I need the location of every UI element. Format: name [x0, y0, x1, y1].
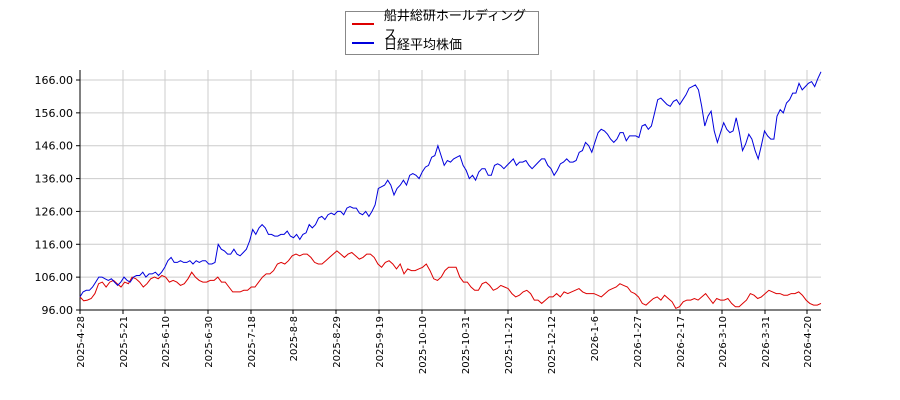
x-tick-label: 2025-8-29 [332, 316, 343, 368]
x-tick-label: 2026-1-6 [590, 316, 601, 361]
y-tick-label: 116.00 [35, 238, 74, 251]
x-tick-label: 2025-10-10 [418, 316, 429, 374]
y-tick-label: 126.00 [35, 205, 74, 218]
legend-label: 船井総研ホールディングス [383, 9, 526, 43]
x-tick-label: 2025-4-28 [76, 316, 87, 368]
x-tick-label: 2025-12-12 [547, 316, 558, 374]
x-tick-label: 2025-5-21 [119, 316, 130, 368]
y-tick-label: 136.00 [35, 173, 74, 186]
x-tick-label: 2026-1-27 [633, 316, 644, 368]
series-lines [79, 71, 822, 310]
legend-swatch-blue [352, 42, 374, 44]
grid-lines [79, 70, 821, 310]
legend: 船井総研ホールディングス 日経平均株価 [345, 9, 539, 55]
y-axis: 96.00 106.00 116.00 126.00 136.00 146.00 156.0… [35, 70, 81, 317]
x-tick-label: 2025-6-30 [204, 316, 215, 368]
x-tick-label: 2026-2-17 [676, 316, 687, 368]
x-tick-label: 2026-4-20 [803, 316, 814, 368]
legend-item-funai: 船井総研ホールディングス [352, 9, 538, 43]
y-tick-label: 156.00 [35, 107, 74, 120]
legend-label: 日経平均株価 [384, 37, 463, 53]
x-tick-label: 2025-9-19 [375, 316, 386, 368]
x-tick-label: 2025-8-8 [289, 316, 300, 361]
x-tick-label: 2025-7-18 [247, 316, 258, 368]
y-tick-label: 166.00 [35, 74, 74, 87]
y-tick-label: 106.00 [35, 271, 74, 284]
x-tick-label: 2025-11-21 [504, 316, 515, 374]
legend-swatch-red [352, 23, 374, 25]
x-tick-label: 2026-3-10 [718, 316, 729, 368]
legend-item-nikkei: 日経平均株価 [352, 34, 463, 53]
series-line-nikkei [79, 71, 822, 298]
x-tick-label: 2026-3-31 [761, 316, 772, 368]
series-line-funai [79, 250, 822, 310]
x-tick-label: 2025-6-10 [161, 316, 172, 368]
y-tick-label: 146.00 [35, 140, 74, 153]
y-tick-label: 96.00 [42, 304, 74, 317]
x-axis: 2025-4-28 2025-5-21 2025-6-10 2025-6-30 2025… [76, 309, 821, 374]
x-tick-label: 2025-10-31 [461, 316, 472, 374]
